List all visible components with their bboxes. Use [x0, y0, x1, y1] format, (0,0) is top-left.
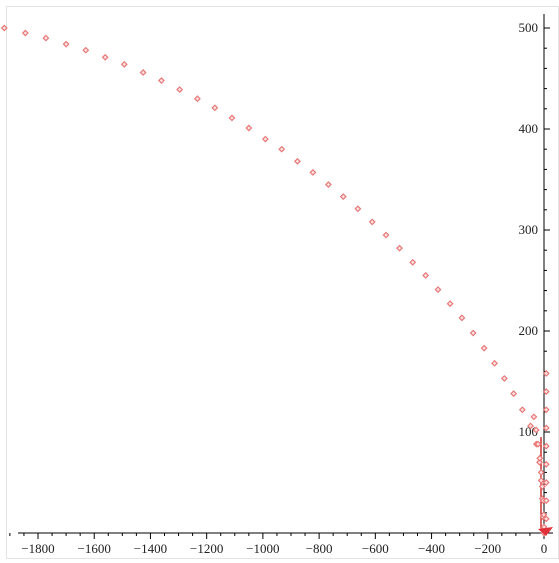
data-point	[294, 157, 301, 165]
data-point	[396, 244, 403, 252]
data-point	[21, 29, 29, 37]
data-point	[542, 442, 550, 450]
data-point	[446, 300, 454, 308]
data-point	[542, 388, 550, 396]
y-tick-label: 100	[519, 424, 539, 439]
y-tick-label: 300	[519, 222, 539, 237]
data-point	[176, 86, 184, 94]
data-point	[500, 375, 508, 382]
data-point	[542, 369, 550, 377]
data-point	[534, 440, 542, 448]
y-tick-label: 500	[519, 20, 539, 35]
data-point	[537, 468, 545, 476]
data-point	[228, 114, 236, 122]
y-tick-label: 400	[519, 121, 539, 136]
data-point	[530, 413, 538, 421]
data-point	[480, 344, 488, 352]
data-point	[211, 104, 219, 112]
data-point	[368, 218, 376, 226]
data-point	[434, 286, 442, 294]
data-point	[527, 422, 534, 430]
x-tick-label: −800	[306, 541, 333, 556]
data-point	[542, 497, 550, 505]
data-point	[458, 314, 466, 322]
origin-cluster-mark	[538, 527, 553, 536]
data-point	[309, 168, 317, 176]
x-tick-label: −200	[474, 541, 501, 556]
data-point	[542, 424, 550, 432]
data-point	[540, 511, 548, 519]
data-point	[542, 406, 550, 414]
data-point	[324, 181, 332, 188]
data-point	[0, 24, 8, 32]
x-tick-label: −600	[362, 541, 389, 556]
data-point	[62, 40, 70, 48]
data-point	[245, 124, 253, 132]
data-point	[120, 60, 128, 68]
data-point	[82, 46, 90, 54]
x-tick-label: 0	[541, 541, 548, 556]
x-tick-label: −400	[418, 541, 445, 556]
data-point	[409, 258, 417, 266]
data-point	[193, 95, 201, 103]
data-point	[422, 272, 430, 279]
x-tick-label: −1000	[246, 541, 279, 556]
data-point	[469, 329, 477, 337]
data-point	[518, 406, 526, 414]
x-tick-label: −1800	[21, 541, 54, 556]
data-point	[542, 460, 550, 468]
data-point	[101, 53, 109, 61]
x-tick-label: −1200	[190, 541, 223, 556]
data-point	[261, 135, 269, 143]
data-point	[139, 68, 147, 76]
y-tick-label: 200	[519, 323, 539, 338]
x-tick-label: −1400	[134, 541, 167, 556]
data-point	[536, 454, 544, 462]
data-point	[532, 426, 540, 434]
data-point	[536, 458, 543, 466]
data-point	[339, 193, 347, 201]
chart-frame	[6, 6, 559, 559]
data-point	[42, 34, 50, 42]
data-point	[542, 479, 550, 486]
data-point	[538, 483, 546, 490]
data-point	[542, 515, 550, 523]
data-point	[382, 231, 390, 239]
data-point	[278, 145, 286, 153]
data-point	[537, 477, 545, 484]
data-point	[491, 359, 498, 367]
data-point	[157, 77, 165, 84]
x-tick-label: −1600	[78, 541, 111, 556]
data-point	[510, 390, 518, 398]
data-point	[354, 205, 362, 213]
